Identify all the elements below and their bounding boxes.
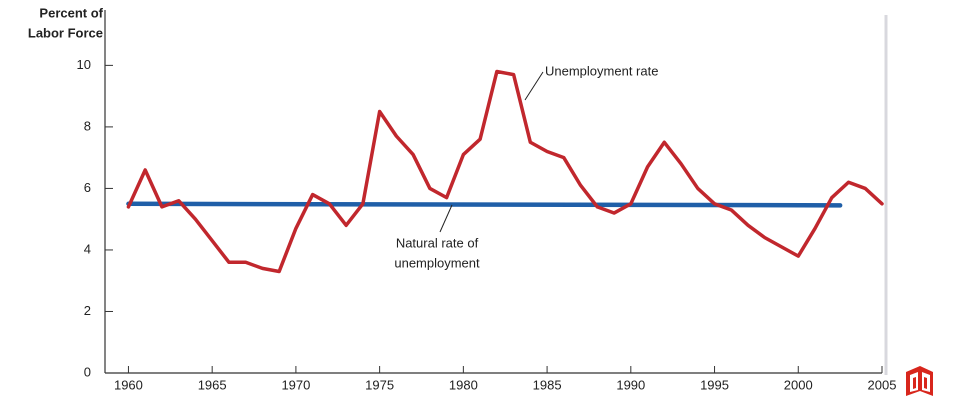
annotation: Unemployment rate <box>545 63 658 78</box>
x-tick-label: 1980 <box>449 377 478 392</box>
y-tick-label: 4 <box>84 241 91 256</box>
x-tick-label: 1975 <box>365 377 394 392</box>
x-tick-label: 1985 <box>533 377 562 392</box>
x-tick-label: 2005 <box>868 377 897 392</box>
y-axis-label: Percent of <box>39 5 103 20</box>
x-tick-label: 1970 <box>281 377 310 392</box>
annotation-leader <box>439 204 453 233</box>
y-tick-label: 2 <box>84 303 91 318</box>
x-tick-label: 1960 <box>114 377 143 392</box>
y-tick-label: 8 <box>84 118 91 133</box>
x-tick-label: 1990 <box>616 377 645 392</box>
y-tick-label: 6 <box>84 180 91 195</box>
series-line <box>126 69 884 274</box>
annotation: unemployment <box>394 255 480 270</box>
x-tick-label: 2000 <box>784 377 813 392</box>
x-tick-label: 1965 <box>198 377 227 392</box>
y-tick-label: 0 <box>84 364 91 379</box>
series-line <box>126 201 843 208</box>
x-tick-label: 1995 <box>700 377 729 392</box>
y-tick-label: 10 <box>77 57 91 72</box>
annotation: Natural rate of <box>396 235 479 250</box>
book-icon <box>906 366 933 396</box>
annotation-leader <box>524 71 544 101</box>
y-axis-label: Labor Force <box>28 25 103 40</box>
